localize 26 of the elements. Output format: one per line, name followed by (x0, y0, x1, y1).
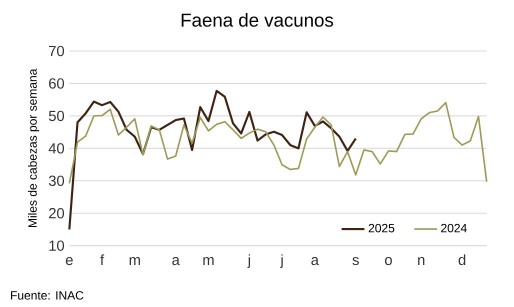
y-tick-label: 50 (48, 110, 64, 122)
y-tick-label: 40 (48, 143, 64, 154)
legend-label: 2024 (441, 224, 467, 232)
chart-title: Faena de vacunos (182, 13, 334, 27)
y-axis-title: Miles de cabezas por semana (28, 68, 40, 228)
x-tick-label: j (280, 254, 283, 268)
y-tick-label: 30 (48, 176, 64, 186)
line-series (68, 90, 357, 231)
x-tick-label: e (66, 257, 73, 266)
x-tick-label: f (100, 254, 104, 265)
y-tick-label: 10 (49, 240, 64, 251)
y-tick-label: 20 (49, 208, 64, 218)
x-tick-label: a (172, 257, 180, 266)
line-series (68, 102, 488, 184)
x-tick-label: n (418, 257, 424, 265)
x-tick-label: s (352, 257, 359, 266)
y-tick-label: 70 (49, 46, 64, 56)
y-tick-label: 60 (49, 78, 64, 89)
x-tick-label: j (247, 254, 250, 268)
x-tick-label: m (203, 257, 214, 265)
x-tick-label: d (458, 254, 466, 266)
x-tick-label: o (385, 257, 392, 266)
x-tick-label: a (311, 257, 319, 266)
source-note: Fuente: INAC (11, 291, 84, 300)
legend-label: 2025 (368, 224, 394, 232)
x-tick-label: m (130, 257, 140, 265)
